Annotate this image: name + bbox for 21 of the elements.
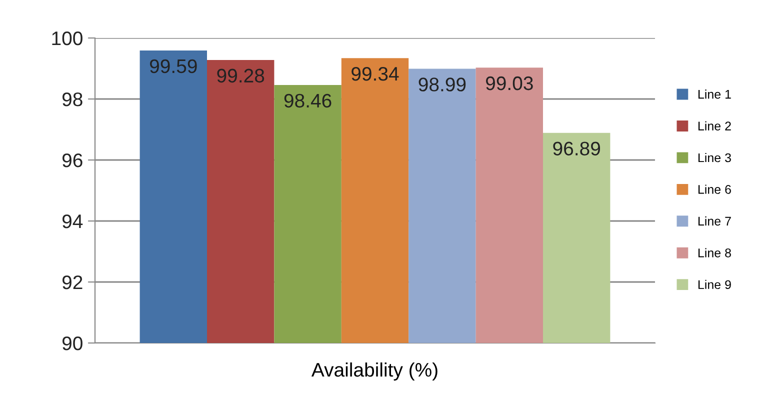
y-tick-label: 98 [62,92,82,106]
data-label: 99.03 [486,76,533,90]
y-tick-label: 92 [62,275,82,290]
data-label: 99.59 [150,59,197,74]
data-label: 96.89 [553,142,600,156]
y-tick-label: 100 [52,31,82,46]
y-tick-label: 94 [62,214,83,228]
y-tick-label: 96 [62,153,82,168]
y-tick-label: 90 [62,336,82,350]
data-label: 98.99 [418,78,466,92]
data-label: 99.34 [352,66,399,81]
legend-label: Line 2 [698,121,731,130]
x-tick-label: Availability (%) [311,362,438,381]
legend-label: Line 7 [698,216,731,226]
legend-label: Line 3 [698,152,731,162]
legend-label: Line 8 [698,248,731,258]
legend-label: Line 9 [698,280,731,290]
legend-label: Line 1 [698,90,731,99]
data-label: 98.46 [284,94,332,108]
legend-label: Line 6 [698,184,731,194]
data-label: 99.28 [217,68,264,83]
